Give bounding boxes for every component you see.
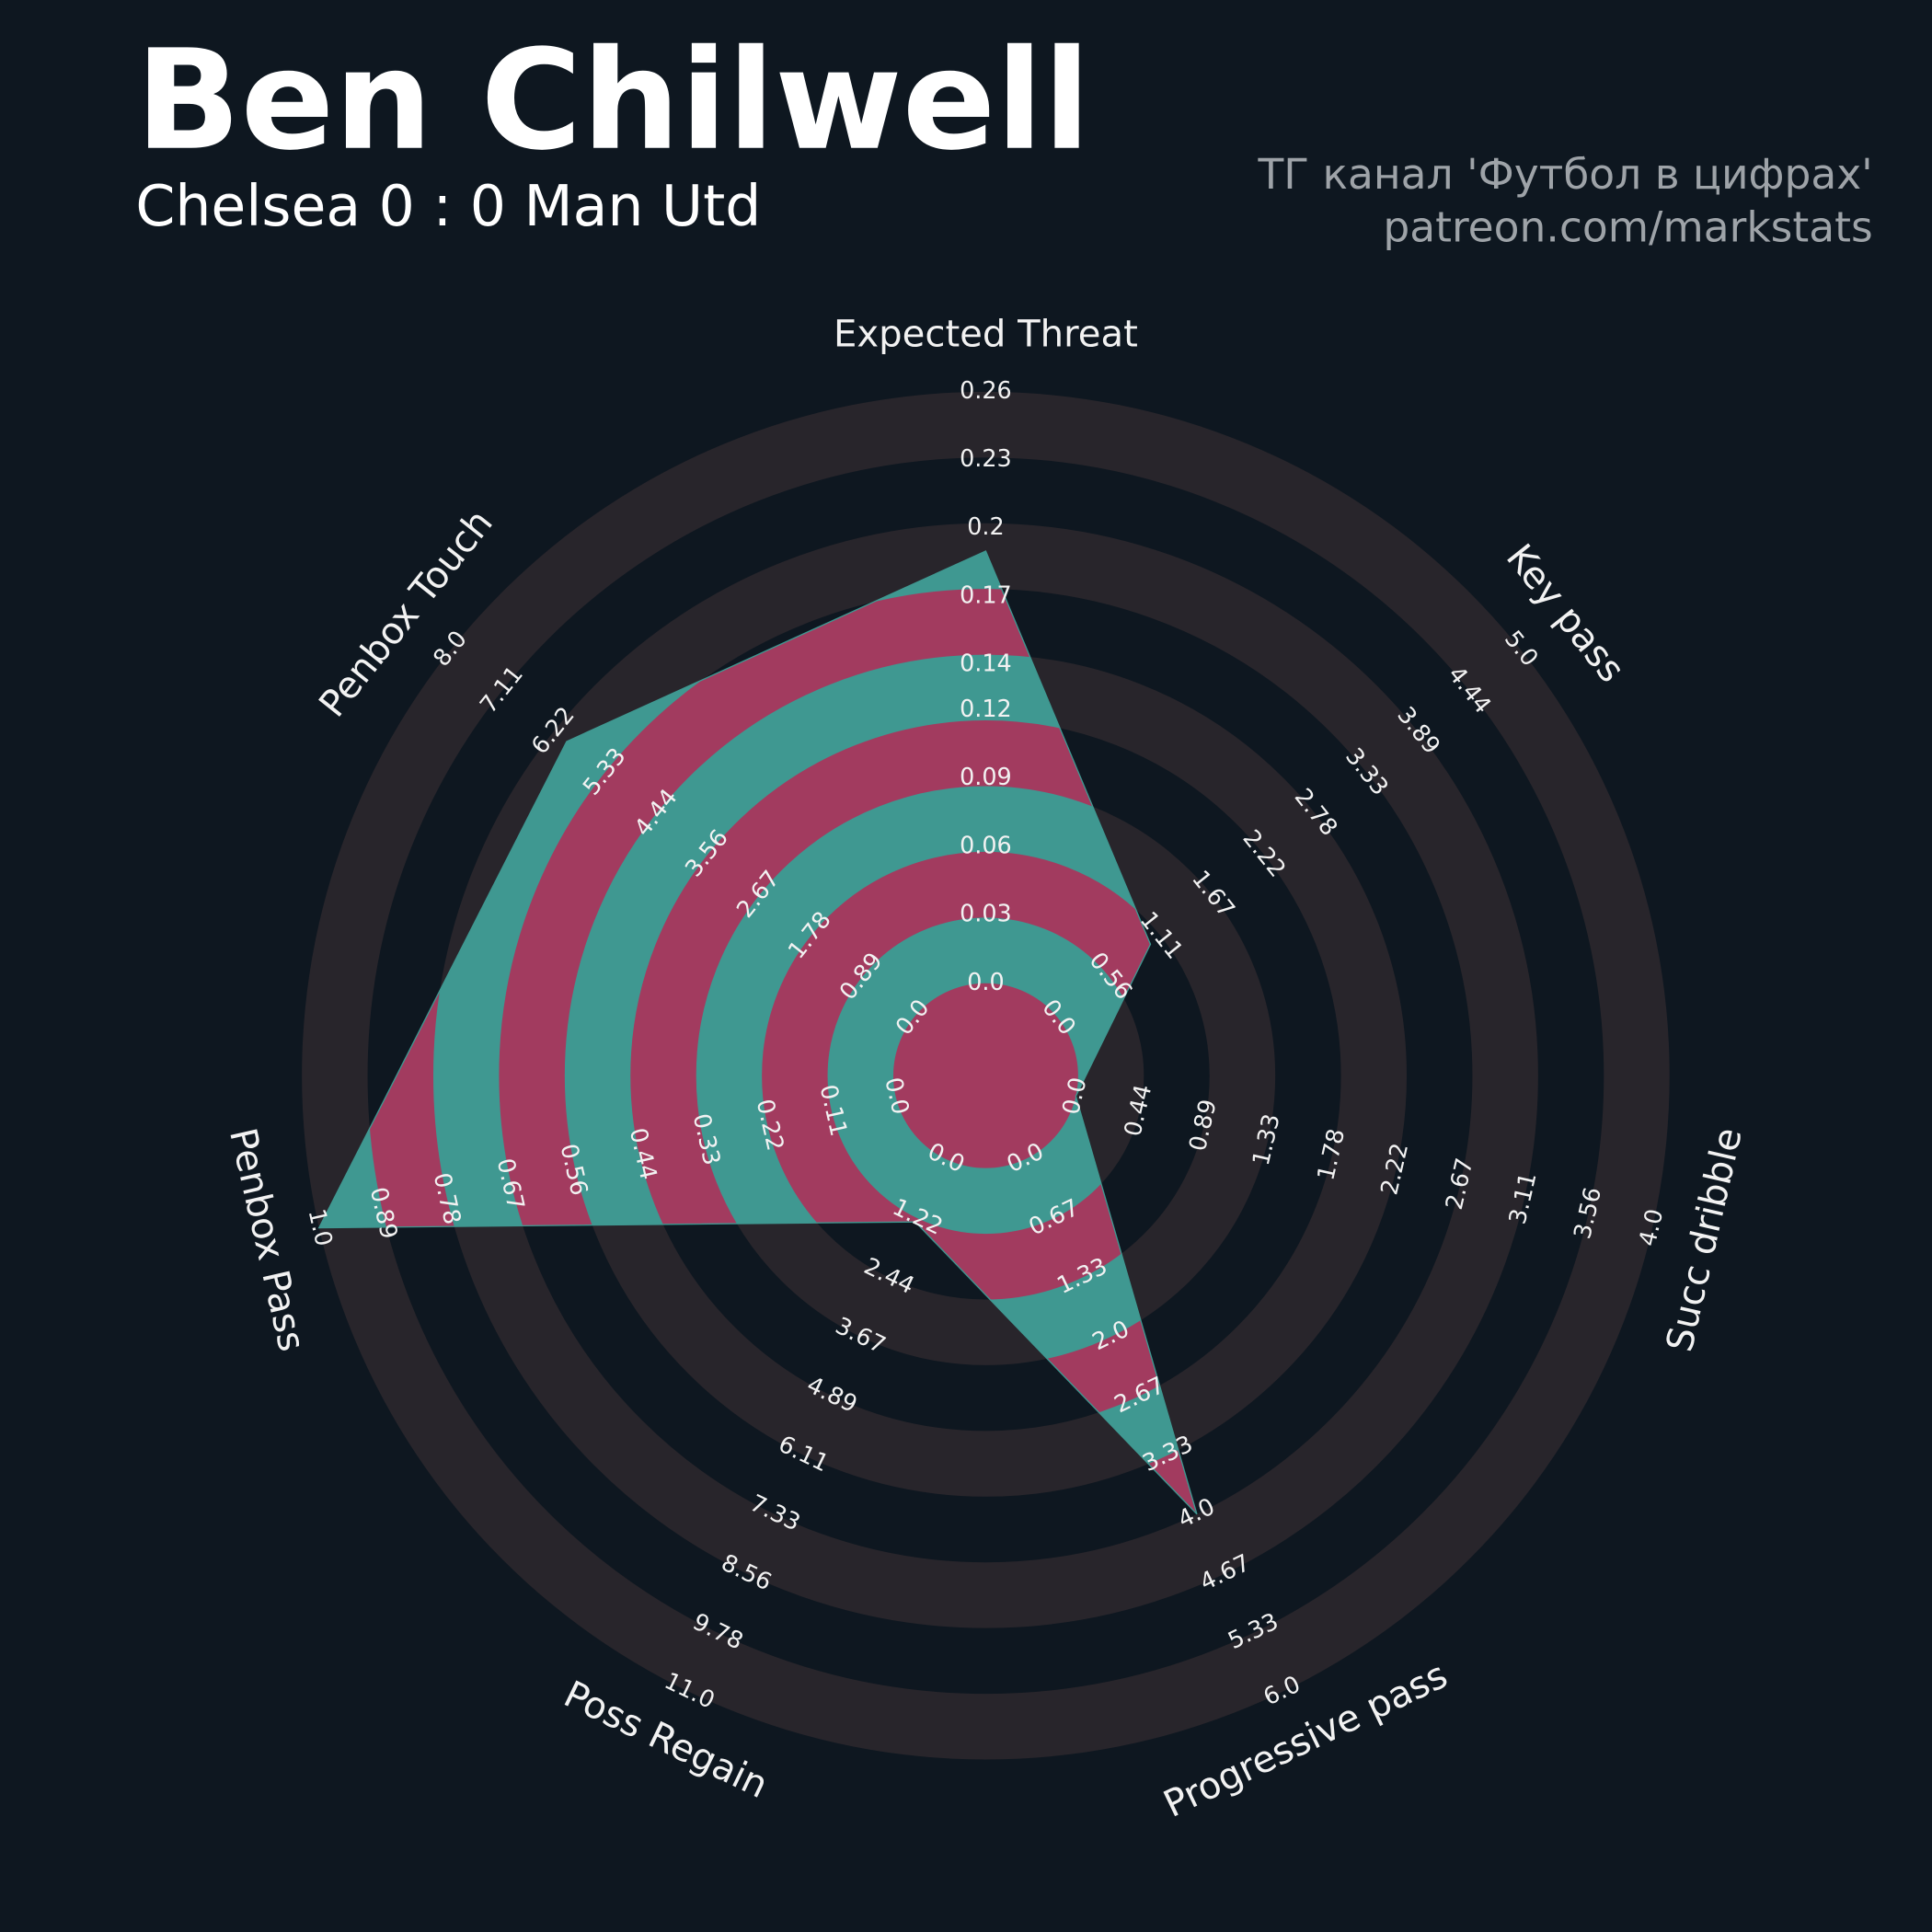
tick-label: 0.23 bbox=[960, 444, 1012, 472]
tick-label: 0.17 bbox=[960, 581, 1012, 608]
tick-label: 0.2 bbox=[967, 512, 1004, 540]
tick-label: 0.12 bbox=[960, 695, 1012, 722]
credit: patreon.com/markstats bbox=[1383, 203, 1872, 252]
tick-label: 0.26 bbox=[960, 376, 1012, 404]
chart-subtitle: Chelsea 0 : 0 Man Utd bbox=[135, 173, 761, 239]
tick-label: 0.14 bbox=[960, 650, 1012, 677]
chart-title: Ben Chilwell bbox=[135, 21, 1090, 181]
radar-polygon bbox=[317, 550, 1198, 1515]
radar-fill-ring bbox=[499, 589, 1197, 1514]
param-label: Expected Threat bbox=[834, 314, 1138, 356]
credit: ТГ канал 'Футбол в цифрах' bbox=[1257, 150, 1872, 199]
radar-fill-ring bbox=[367, 550, 1197, 1514]
center-circle bbox=[892, 983, 1078, 1168]
tick-label: 0.0 bbox=[967, 968, 1004, 995]
tick-label: 0.06 bbox=[960, 831, 1012, 858]
tick-label: 0.03 bbox=[960, 900, 1012, 927]
tick-label: 0.09 bbox=[960, 763, 1012, 790]
